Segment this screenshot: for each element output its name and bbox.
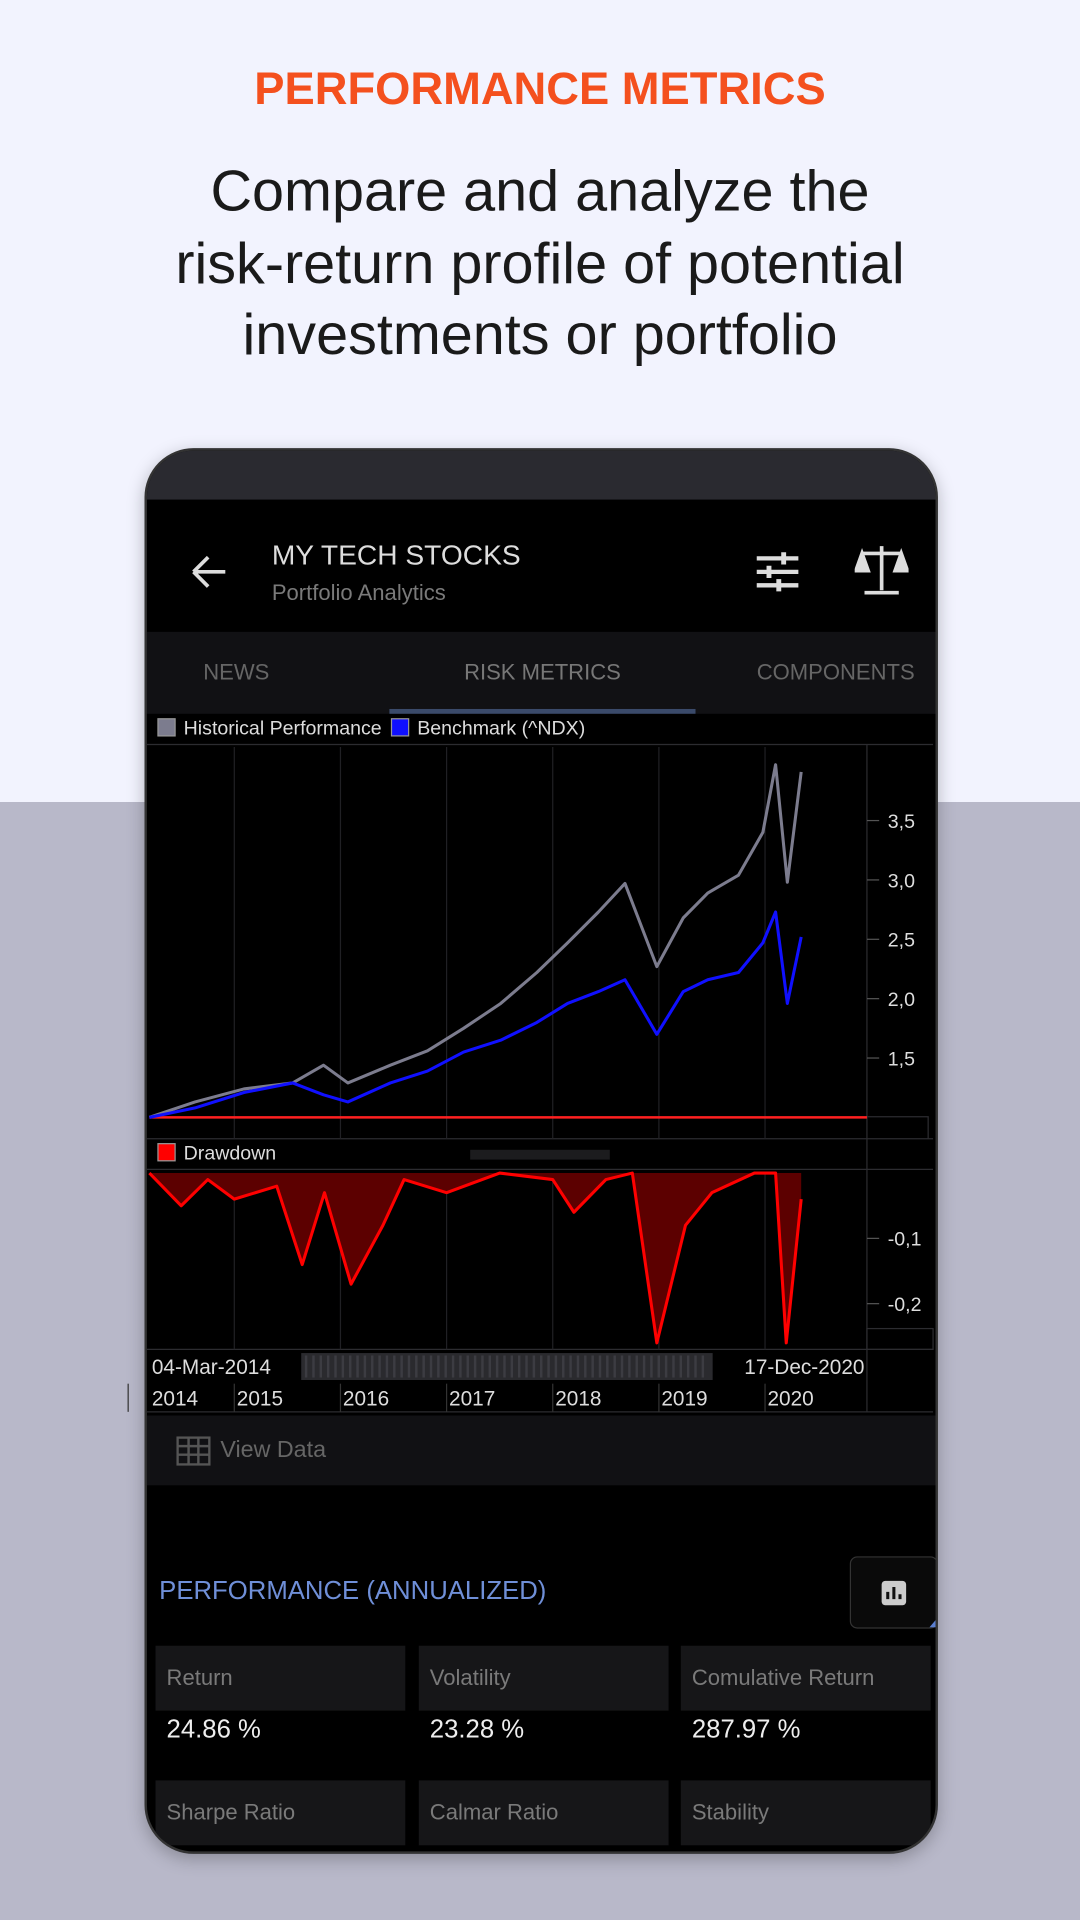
x-tick-label: 2020: [767, 1388, 813, 1411]
metric-header: [680, 1645, 931, 1711]
bar-icon: [881, 1580, 936, 1628]
y-tick-label: 2,0: [888, 989, 915, 1011]
metric-header: [418, 1645, 669, 1711]
range-start: 04-Mar-2014: [152, 1356, 271, 1379]
metric-header: [418, 1780, 669, 1846]
subtitle-line: risk-return profile of potential: [175, 230, 905, 296]
metric-label: Volatility: [429, 1665, 511, 1690]
tab[interactable]: COMPONENTS: [756, 660, 915, 685]
y-tick-label: -0,2: [888, 1294, 922, 1316]
y-tick-label: 2,5: [888, 930, 915, 952]
metric-label: Calmar Ratio: [429, 1800, 559, 1825]
x-tick-label: 2015: [237, 1388, 283, 1411]
tab-indicator: [389, 708, 696, 714]
chart-button[interactable]: [849, 1556, 936, 1629]
compare-icon[interactable]: [854, 541, 909, 597]
x-tick-label: 2016: [343, 1388, 389, 1411]
metric-value: 24.86 %: [166, 1715, 261, 1744]
x-tick-label: 2018: [555, 1388, 601, 1411]
x-tick-label: 2014: [152, 1388, 198, 1411]
line: [149, 910, 803, 1119]
app-title: MY TECH STOCKS: [271, 538, 521, 571]
status-bar: [146, 450, 936, 500]
area: [149, 1173, 802, 1343]
y-tick-label: 3,5: [888, 811, 915, 833]
app-subtitle: Portfolio Analytics: [271, 580, 446, 605]
metric-value: 23.28 %: [429, 1715, 525, 1744]
legend-swatch: [157, 718, 176, 737]
y-tick-label: 1,5: [888, 1048, 915, 1070]
metric-label: Return: [166, 1665, 233, 1690]
line: [148, 1171, 803, 1345]
range-end: 17-Dec-2020: [744, 1356, 864, 1379]
section-title: PERFORMANCE (ANNUALIZED): [159, 1577, 547, 1606]
metric-header: [155, 1645, 406, 1711]
chart-background: [146, 713, 934, 1412]
legend-label: Benchmark (^NDX): [417, 718, 585, 740]
metric-label: Sharpe Ratio: [166, 1800, 296, 1825]
legend-label: Historical Performance: [184, 718, 382, 740]
chart-frame: [146, 743, 934, 1413]
tab-bar: [146, 631, 936, 714]
legend-swatch: [157, 1143, 176, 1162]
legend-label: Drawdown: [184, 1143, 277, 1165]
slider-ticks: [304, 1355, 705, 1378]
tab[interactable]: NEWS: [203, 660, 270, 685]
x-tick-label: 2017: [449, 1388, 495, 1411]
view-data-label: View Data: [220, 1437, 327, 1464]
y-tick-label: -0,1: [888, 1229, 922, 1251]
legend-swatch: [390, 718, 410, 737]
metric-header: [680, 1780, 931, 1846]
metric-label: Stability: [691, 1800, 770, 1825]
metric-value: 287.97 %: [691, 1715, 801, 1744]
x-tick-label: 2019: [661, 1388, 707, 1411]
table-icon: [176, 1436, 211, 1466]
view-data-row[interactable]: [146, 1415, 936, 1486]
subtitle-line: investments or portfolio: [242, 301, 838, 367]
subtitle-line: Compare and analyze the: [210, 157, 870, 223]
metric-header: [155, 1780, 406, 1846]
tab[interactable]: RISK METRICS: [464, 660, 621, 685]
back-button[interactable]: [189, 551, 231, 593]
filter-icon[interactable]: [754, 549, 801, 596]
headline: PERFORMANCE METRICS: [254, 63, 826, 114]
metric-label: Comulative Return: [691, 1665, 875, 1690]
scroll-indicator: [470, 1149, 610, 1160]
line: [148, 763, 803, 1119]
y-tick-label: 3,0: [888, 870, 915, 892]
